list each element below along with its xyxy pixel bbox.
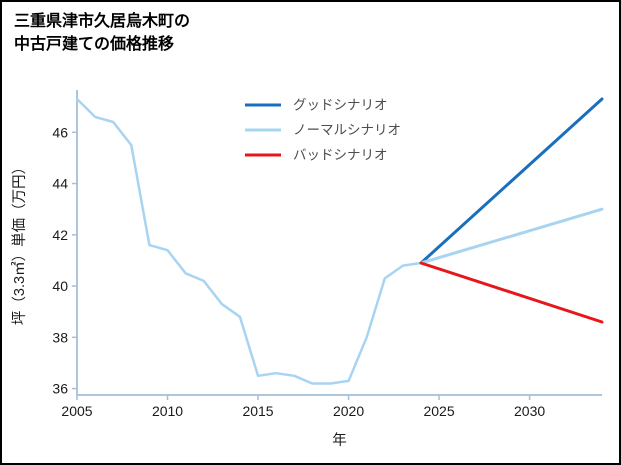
y-tick-label: 40 (52, 278, 68, 294)
x-axis-label: 年 (332, 432, 347, 449)
x-tick-label: 2020 (333, 403, 364, 419)
x-tick-label: 2030 (514, 403, 545, 419)
chart-title-line2: 中古戸建ての価格推移 (14, 36, 175, 54)
y-tick-label: 36 (52, 381, 68, 397)
chart-line-historical (75, 97, 423, 385)
legend-label-normal: ノーマルシナリオ (293, 123, 401, 138)
x-tick-label: 2025 (423, 403, 454, 419)
legend-label-good: グッドシナリオ (293, 98, 388, 113)
x-tick-label: 2015 (242, 403, 273, 419)
chart-line-scenario-1 (419, 97, 604, 265)
y-axis-label: 坪（3.3㎡）単価（万円） (11, 160, 28, 325)
chart-line-scenario-2 (419, 207, 604, 265)
chart-title-line1: 三重県津市久居烏木町の (14, 13, 191, 30)
y-tick-label: 38 (52, 329, 68, 345)
x-tick-label: 2010 (152, 403, 183, 419)
chart-title: 三重県津市久居烏木町の 中古戸建ての価格推移 (14, 10, 190, 56)
legend-label-bad: バッドシナリオ (293, 148, 388, 163)
y-tick-label: 42 (52, 227, 68, 243)
y-tick-label: 44 (52, 176, 68, 192)
y-tick-label: 46 (52, 124, 68, 140)
chart-line-scenario-3 (419, 261, 604, 324)
x-tick-label: 2005 (61, 403, 92, 419)
